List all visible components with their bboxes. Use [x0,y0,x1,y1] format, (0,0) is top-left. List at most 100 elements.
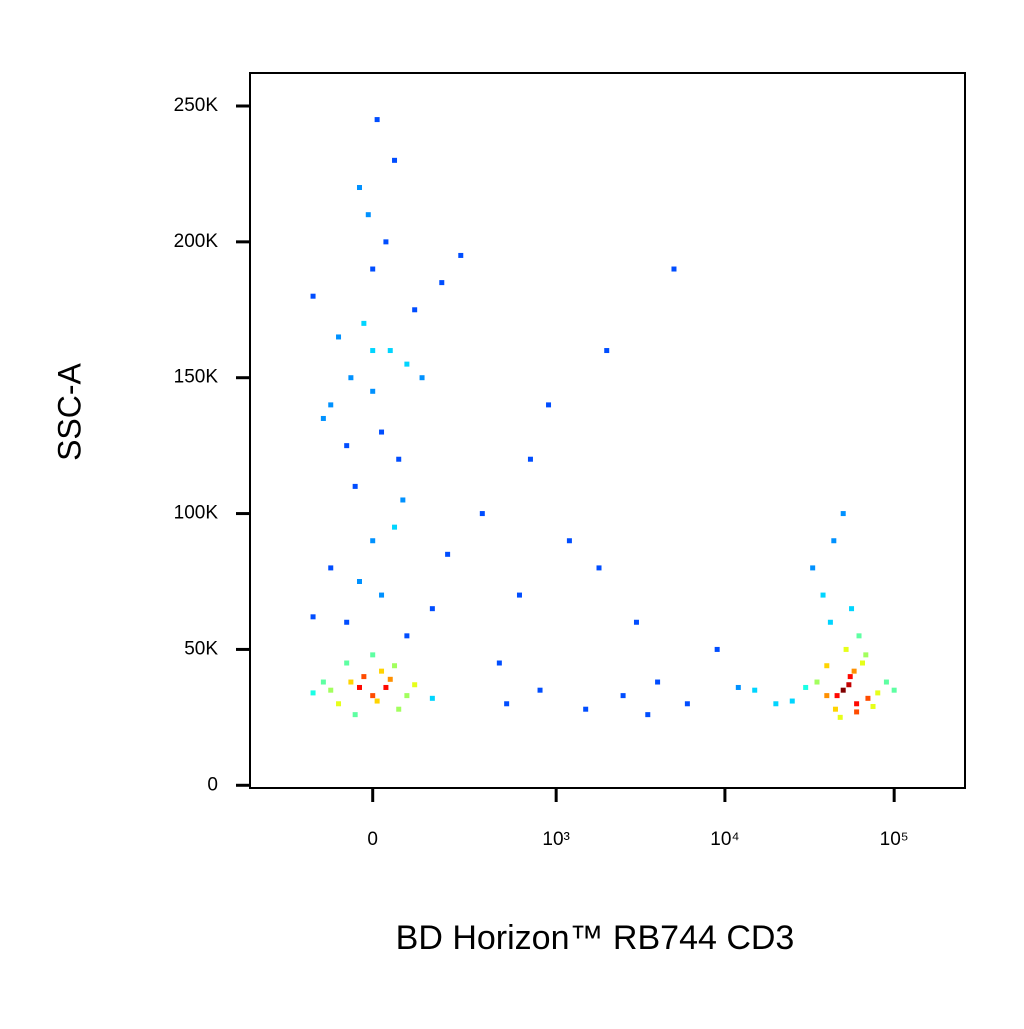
event-dot [546,402,552,408]
event-dot [714,646,720,652]
event-dot [310,690,316,696]
event-dot [820,592,826,598]
event-dot [803,684,809,690]
event-dot [356,684,362,690]
event-dot [843,646,849,652]
event-dot [831,538,837,544]
event-dot [310,614,316,620]
event-dot [849,606,855,612]
event-dot [445,551,451,557]
event-dot [374,117,380,123]
event-dot [361,320,367,326]
event-dot [356,185,362,191]
y-tick-label: 0 [207,774,218,795]
event-dot [684,701,690,707]
event-dot [479,511,485,517]
event-dot [824,693,830,699]
event-dot [400,497,406,503]
x-tick-label: 10³ [542,829,569,850]
event-dot [370,693,376,699]
event-dot [396,456,402,462]
event-dot [834,693,840,699]
event-dot [883,679,889,685]
event-dot [392,157,398,163]
y-tick-label: 150K [174,367,219,388]
event-dot [419,375,425,381]
event-dot [370,652,376,658]
y-axis-label: SSC-A [51,362,87,460]
y-tick-label: 100K [174,503,219,524]
event-dot [392,524,398,530]
event-dot [387,348,393,354]
event-dot [374,698,380,704]
event-dot [891,687,897,693]
event-dot [851,668,857,674]
event-dot [856,633,862,639]
event-dot [854,709,860,715]
event-dot [352,712,358,718]
event-dot [412,682,418,688]
event-dot [361,674,367,680]
event-dot [348,375,354,381]
event-dot [352,483,358,489]
event-dot [320,415,326,421]
event-dot [344,443,350,449]
event-dot [596,565,602,571]
event-dot [870,703,876,709]
event-dot [875,690,881,696]
event-dot [328,565,334,571]
event-dot [392,663,398,669]
event-dot [336,701,342,707]
event-dot [837,714,843,720]
event-dot [847,674,853,680]
event-dot [328,402,334,408]
x-axis-label: BD Horizon™ RB744 CD3 [396,919,795,957]
event-dot [814,679,820,685]
event-dot [370,388,376,394]
event-dot [735,684,741,690]
event-dot [863,652,869,658]
event-dot [383,239,389,245]
y-tick-label: 200K [174,231,219,252]
y-tick-label: 250K [174,95,219,116]
event-dot [810,565,816,571]
event-dot [859,660,865,666]
event-dot [496,660,502,666]
x-tick-label: 10⁵ [880,829,909,850]
event-dot [655,679,661,685]
event-dot [429,606,435,612]
event-dot [387,676,393,682]
event-dot [370,348,376,354]
event-dot [773,701,779,707]
event-dot [854,701,860,707]
x-tick-label: 0 [367,829,378,850]
event-dot [379,592,385,598]
event-dot [404,633,410,639]
event-dot [379,668,385,674]
plot-frame [249,72,966,789]
event-dot [344,619,350,625]
event-dot [671,266,677,272]
event-dot [840,511,846,517]
event-dot [645,712,651,718]
event-dot [752,687,758,693]
event-dot [383,684,389,690]
event-dot [827,619,833,625]
event-dot [458,252,464,258]
event-dot [840,687,846,693]
event-dot [516,592,522,598]
x-tick-label: 10⁴ [710,829,739,850]
event-dot [320,679,326,685]
event-dot [604,348,610,354]
event-dot [789,698,795,704]
event-dot [439,280,445,286]
event-dot [504,701,510,707]
event-dot [429,695,435,701]
event-dot [328,687,334,693]
event-dot [412,307,418,313]
y-tick-label: 50K [184,638,218,659]
event-dot [832,706,838,712]
event-dot [527,456,533,462]
event-dot [370,538,376,544]
